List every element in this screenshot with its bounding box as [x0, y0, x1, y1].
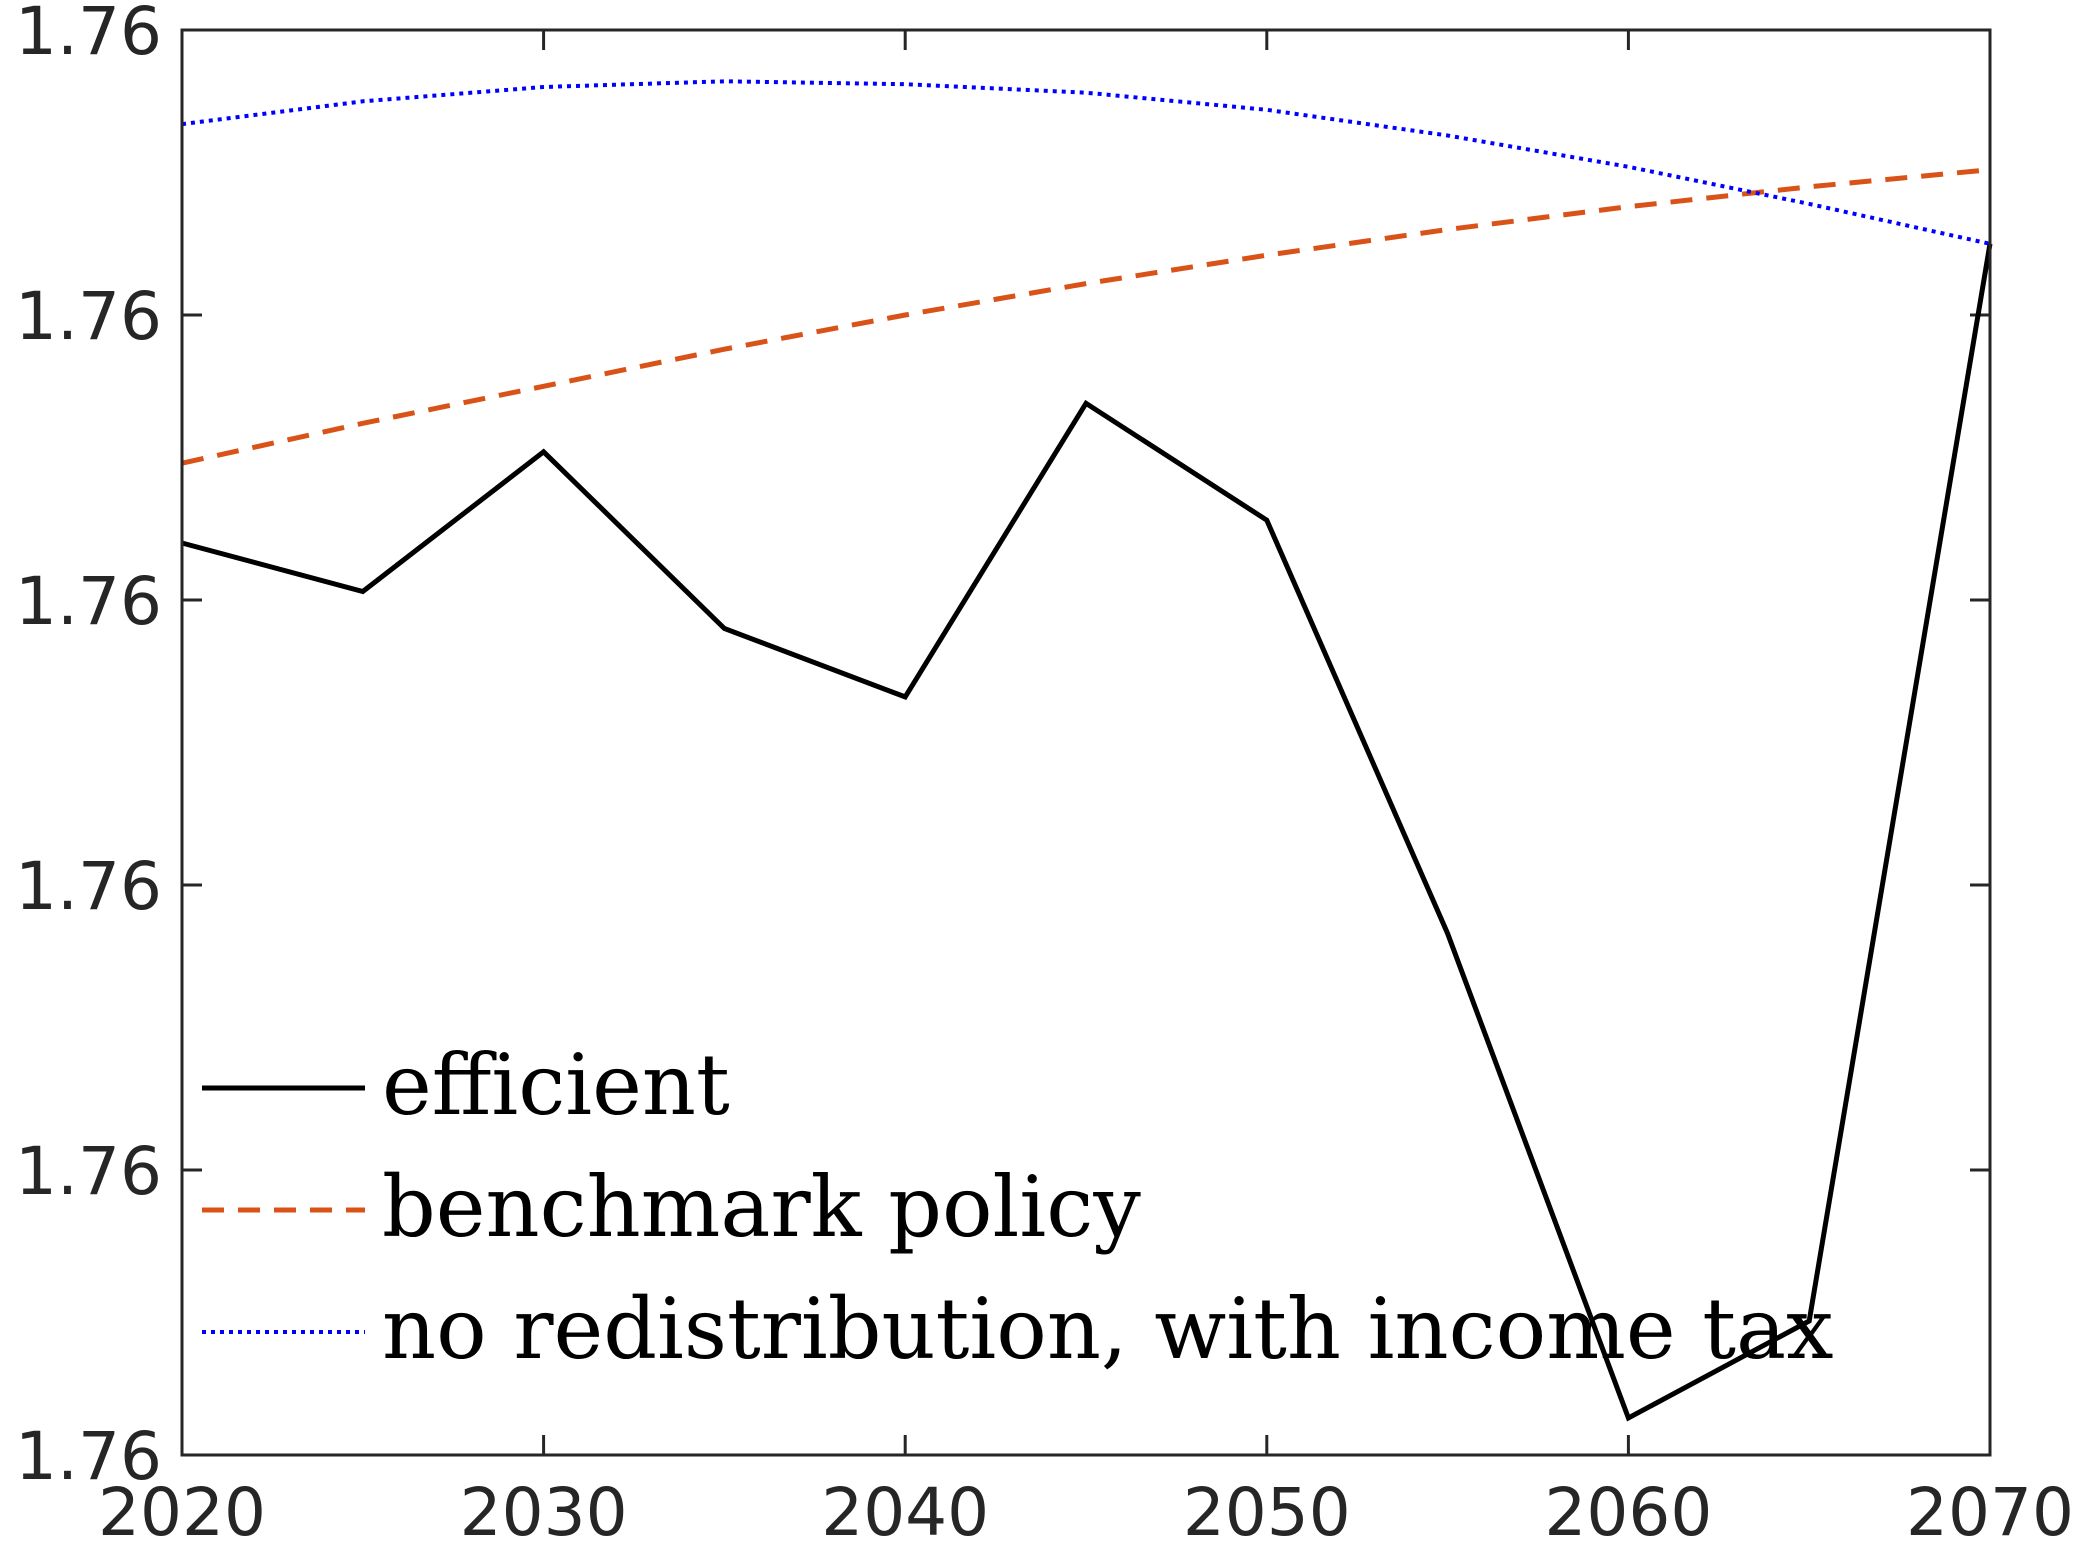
series-line-2	[181, 167, 1991, 466]
series-layer	[181, 79, 1993, 1422]
legend-label-2: benchmark policy	[382, 1158, 1141, 1256]
x-tick-label: 2070	[1906, 1474, 2074, 1551]
x-tick-label: 2060	[1544, 1474, 1712, 1551]
axes-box	[180, 28, 1992, 1457]
legend-label-3: no redistribution, with income tax	[382, 1280, 1834, 1378]
x-tick-label: 2050	[1183, 1474, 1351, 1551]
x-tick-label: 2030	[460, 1474, 628, 1551]
x-axis: 2020 2030 2040 2050 2060 2070	[98, 30, 2074, 1551]
series-line-3	[181, 79, 1991, 246]
series-line-1	[181, 243, 1993, 1422]
y-tick-label: 1.76	[15, 0, 162, 70]
legend: efficient benchmark policy no redistributi…	[202, 1036, 1834, 1378]
y-tick-label: 1.76	[15, 563, 162, 640]
y-axis: 1.76 1.76 1.76 1.76 1.76 1.76	[15, 0, 1990, 1495]
y-tick-label: 1.76	[15, 848, 162, 925]
y-tick-label: 1.76	[15, 1418, 162, 1495]
x-tick-label: 2040	[821, 1474, 989, 1551]
legend-label-1: efficient	[382, 1036, 730, 1134]
y-tick-label: 1.76	[15, 278, 162, 355]
y-tick-label: 1.76	[15, 1133, 162, 1210]
x-tick-label: 2020	[98, 1474, 266, 1551]
